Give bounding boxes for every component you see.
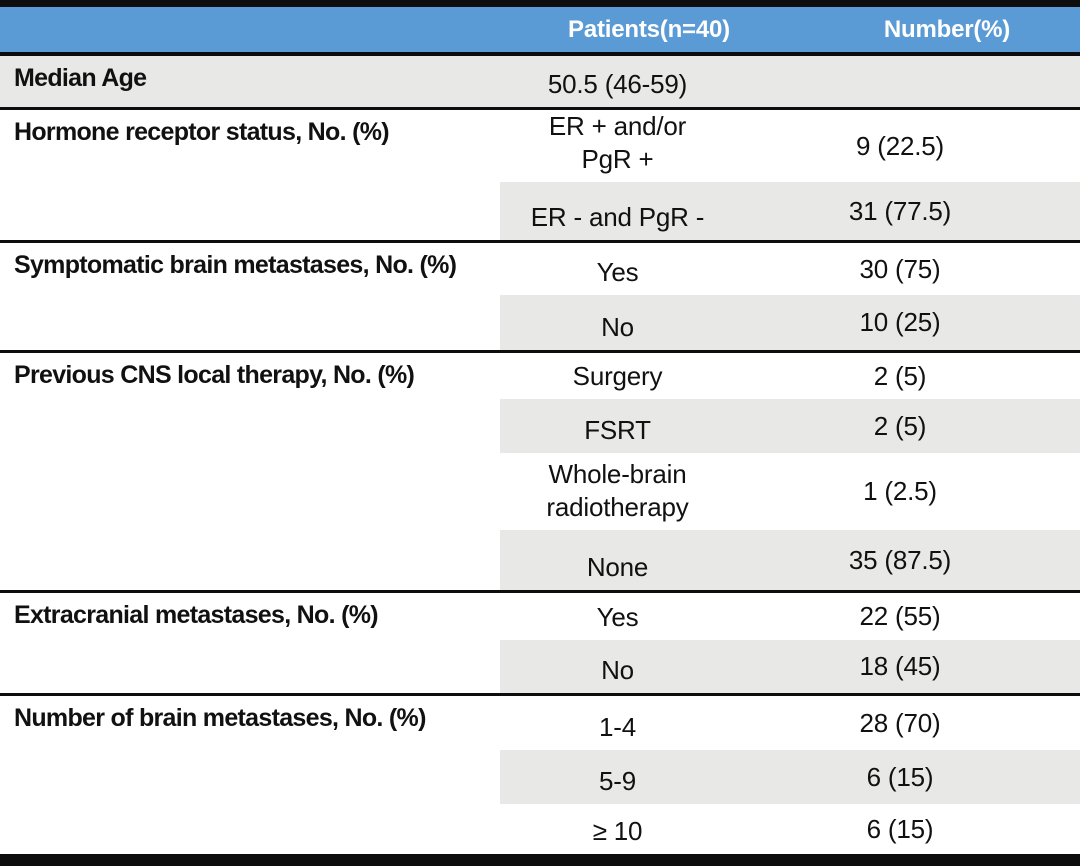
row-number-whole-brain-radiotherapy: 1 (2.5) [863, 476, 937, 506]
table-row-median-age: Median Age 50.5 (46-59) [0, 56, 1080, 107]
row-value-er-pos: ER + and/or PgR + [500, 107, 775, 182]
row-value-median-age: 50.5 (46-59) [500, 56, 775, 107]
header-number: Number(%) [775, 7, 1080, 56]
row-value-symptomatic-no: No [500, 295, 775, 350]
header-patients: Patients(n=40) [500, 7, 775, 56]
row-value-extracranial-no: No [500, 640, 775, 693]
row-number-fsrt: 2 (5) [775, 399, 1080, 453]
table-row-brainmets-1-4: Number of brain metastases, No. (%) 1-4 … [0, 693, 1080, 854]
row-number-brainmets-5-9: 6 (15) [775, 750, 1080, 804]
row-number-median-age [775, 56, 1080, 107]
row-label-extracranial-metastases: Extracranial metastases, No. (%) [0, 590, 500, 693]
row-label-previous-cns-local-therapy: Previous CNS local therapy, No. (%) [0, 350, 500, 590]
row-number-none: 35 (87.5) [775, 530, 1080, 590]
table-row-extracranial-yes: Extracranial metastases, No. (%) Yes 22 … [0, 590, 1080, 693]
table-row-cns-surgery: Previous CNS local therapy, No. (%) Surg… [0, 350, 1080, 590]
row-number-extracranial-yes: 22 (55) [775, 590, 1080, 640]
row-number-brainmets-1-4: 28 (70) [775, 693, 1080, 750]
table-row-symptomatic-yes: Symptomatic brain metastases, No. (%) Ye… [0, 240, 1080, 350]
row-number-er-pos: 9 (22.5) [775, 107, 1080, 182]
row-value-none: None [500, 530, 775, 590]
header-empty-cell [0, 7, 500, 56]
row-value-brainmets-1-4: 1-4 [500, 693, 775, 750]
row-value-er-neg: ER - and PgR - [500, 182, 775, 240]
row-number-brainmets-gte-10: 6 (15) [866, 813, 934, 844]
row-value-brainmets-gte-10: ≥ 10 [592, 815, 643, 846]
table-row-symptomatic-no: No 10 (25) [0, 295, 1080, 350]
row-number-symptomatic-yes: 30 (75) [775, 240, 1080, 295]
row-value-extracranial-yes: Yes [500, 590, 775, 640]
table-row-extracranial-no: No 18 (45) [0, 640, 1080, 693]
table-row-hormone-er-pos: Hormone receptor status, No. (%) ER + an… [0, 107, 1080, 240]
table-header-row: Patients(n=40) Number(%) [0, 7, 1080, 56]
table-row-cns-none: None 35 (87.5) [0, 530, 1080, 590]
table-row-hormone-er-neg: ER - and PgR - 31 (77.5) [0, 182, 1080, 240]
row-number-extracranial-no: 18 (45) [775, 640, 1080, 693]
row-number-surgery: 2 (5) [775, 350, 1080, 399]
table-row-cns-fsrt: FSRT 2 (5) [0, 399, 1080, 453]
row-number-er-neg: 31 (77.5) [775, 182, 1080, 240]
row-number-symptomatic-no: 10 (25) [775, 295, 1080, 350]
row-label-number-of-brain-metastases: Number of brain metastases, No. (%) [0, 693, 500, 854]
row-value-whole-brain-radiotherapy: Whole-brain radiotherapy [546, 459, 689, 522]
row-value-brainmets-5-9: 5-9 [500, 750, 775, 804]
row-label-hormone-receptor-status: Hormone receptor status, No. (%) [0, 107, 500, 240]
row-label-median-age: Median Age [0, 56, 500, 107]
row-label-symptomatic-brain-metastases: Symptomatic brain metastases, No. (%) [0, 240, 500, 350]
row-value-fsrt: FSRT [500, 399, 775, 453]
row-value-surgery: Surgery [500, 350, 775, 399]
row-value-symptomatic-yes: Yes [500, 240, 775, 295]
table-row-cns-wbrt: Whole-brain radiotherapy 1 (2.5) [0, 453, 1080, 530]
